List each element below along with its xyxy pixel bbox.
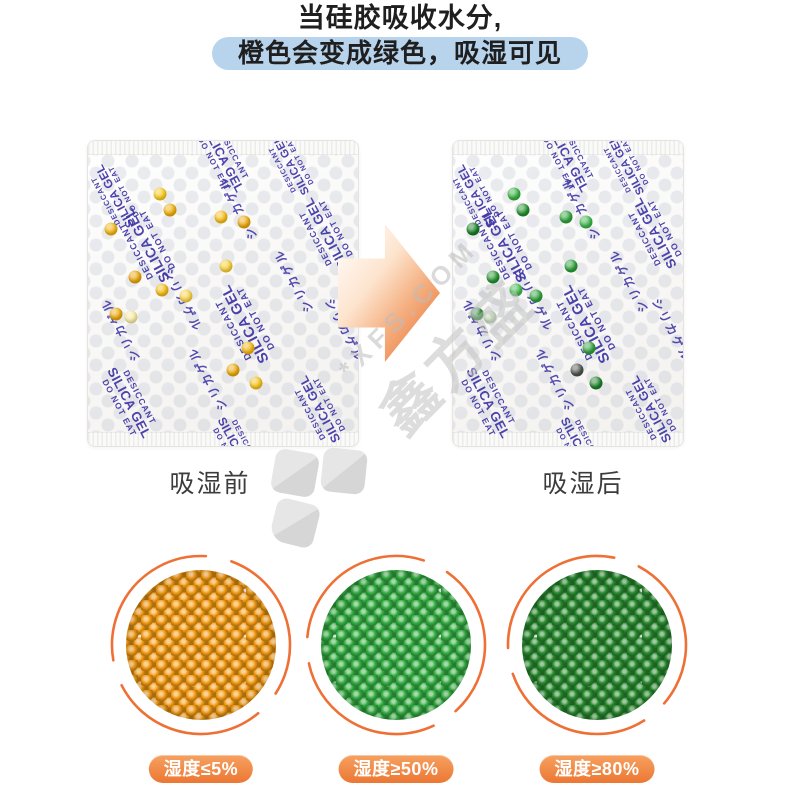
logo-square-icon	[319, 446, 369, 496]
desiccant-packet-after: DESICCANT SILICA GEL DO NOT EAT DESICCANT SI…	[452, 140, 684, 447]
colored-bead	[564, 259, 578, 273]
colored-bead	[579, 215, 593, 229]
packet-seal-bottom	[453, 432, 683, 446]
humidity-stage-saturated: 湿度≥80%	[497, 548, 697, 783]
humidity-label-badge: 湿度≤5%	[148, 755, 254, 783]
humidity-label-badge: 湿度≥80%	[539, 755, 655, 783]
colored-bead	[214, 210, 228, 224]
packet-print-katakana: シリカゲル	[98, 295, 144, 365]
colored-bead	[509, 283, 523, 297]
colored-bead	[237, 215, 251, 229]
colored-bead	[219, 259, 233, 273]
before-caption: 吸湿前	[169, 470, 251, 498]
desiccant-packet-before: DESICCANT SILICA GEL DO NOT EAT DESICCANT SI…	[87, 140, 359, 447]
after-caption: 吸湿后	[542, 470, 624, 498]
colored-bead	[155, 283, 169, 297]
colored-bead	[470, 307, 484, 321]
colored-bead	[124, 310, 138, 324]
colored-bead	[483, 310, 497, 324]
colored-bead	[466, 222, 480, 236]
colored-bead	[559, 210, 573, 224]
colored-bead	[529, 289, 543, 303]
packet-print-katakana: シリカゲル	[184, 344, 230, 413]
colored-bead	[516, 203, 530, 217]
packet-print-katakana: シリカゲル	[648, 296, 684, 365]
colored-bead	[570, 363, 583, 377]
colored-bead	[249, 376, 263, 390]
colored-bead	[507, 187, 521, 201]
title-line-1: 当硅胶吸收水分,	[297, 3, 503, 33]
orange-beads-circle	[126, 570, 276, 720]
dashed-circle-icon	[110, 554, 292, 736]
colored-bead	[109, 307, 123, 321]
colored-bead	[226, 363, 240, 377]
colored-bead	[241, 341, 255, 355]
colored-bead	[589, 376, 603, 390]
packet-print-katakana: シリカゲル	[532, 344, 578, 413]
title-line-2-highlight: 橙色会变成绿色，吸湿可见	[211, 37, 589, 70]
packet-seal-top	[453, 141, 683, 155]
colored-bead	[486, 270, 500, 284]
colored-bead	[128, 270, 142, 284]
humidity-label-badge: 湿度≥50%	[338, 755, 454, 783]
packet-seal-bottom	[88, 432, 358, 446]
colored-bead	[163, 203, 177, 217]
packet-print-katakana: シリカゲル	[271, 246, 317, 316]
colored-bead	[179, 289, 193, 303]
green-beads-circle	[321, 570, 471, 720]
dashed-circle-icon	[305, 554, 487, 736]
packet-print-katakana: シリカゲル	[458, 295, 504, 365]
colored-bead	[153, 187, 167, 201]
packet-print-katakana: シリカゲル	[605, 246, 651, 316]
humidity-stage-medium: 湿度≥50%	[296, 548, 496, 783]
packet-seal-top	[88, 141, 358, 155]
colored-bead	[582, 341, 596, 355]
dark-green-beads-circle	[522, 570, 672, 720]
colored-bead	[104, 222, 118, 236]
dashed-circle-icon	[506, 554, 688, 736]
logo-square-icon	[268, 496, 322, 550]
humidity-stage-dry: 湿度≤5%	[101, 548, 301, 783]
